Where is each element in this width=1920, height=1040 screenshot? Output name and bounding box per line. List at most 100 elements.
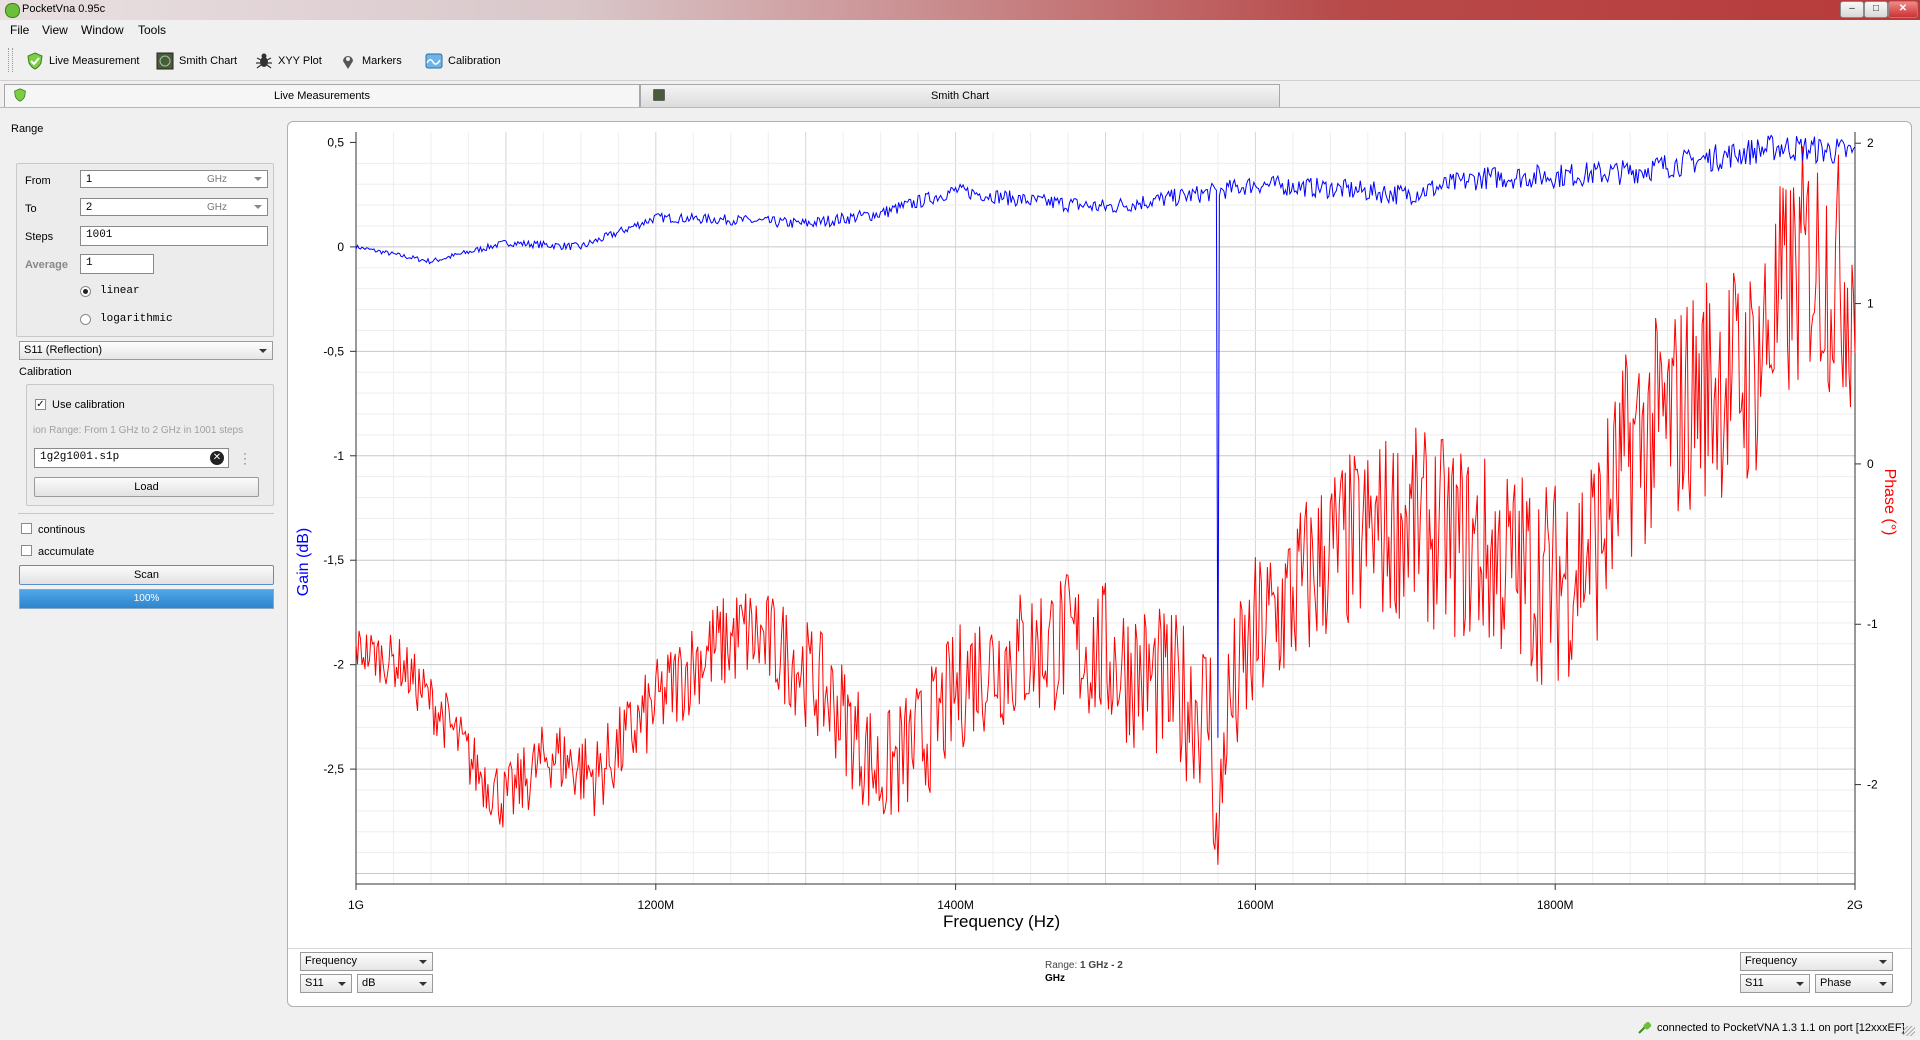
range-info: Range: 1 GHz - 2	[1045, 960, 1123, 971]
average-input[interactable]: 1	[80, 254, 154, 274]
left-unit-select[interactable]: dB	[357, 974, 433, 993]
range-info-value: 1 GHz - 2	[1080, 960, 1123, 971]
tab-divider	[0, 107, 1920, 108]
calibration-heading: Calibration	[19, 366, 72, 378]
chevron-down-icon	[1879, 982, 1887, 986]
resize-grip[interactable]	[1903, 1026, 1915, 1036]
accumulate-label: accumulate	[38, 546, 95, 558]
scan-progress-bar: 100%	[19, 589, 274, 609]
shield-check-icon	[27, 52, 43, 70]
live-measurement-label: Live Measurement	[49, 55, 140, 67]
scan-button[interactable]: Scan	[19, 565, 274, 585]
range-info-value-2: GHz	[1045, 973, 1065, 984]
live-measurement-button[interactable]: Live Measurement	[26, 50, 140, 72]
left-tick-label: -0,5	[323, 344, 344, 358]
chevron-down-icon	[419, 982, 427, 986]
right-tick-label: 2	[1867, 136, 1874, 150]
smith-chart-button[interactable]: Smith Chart	[156, 50, 237, 72]
progress-fill	[20, 590, 273, 608]
x-tick-label: 1600M	[1237, 898, 1274, 912]
calibration-file-input[interactable]: 1g2g1001.s1p	[34, 448, 229, 468]
menu-window[interactable]: Window	[81, 23, 124, 37]
smith-chart-icon	[653, 89, 665, 101]
right-param-select-value: S11	[1745, 977, 1764, 989]
linear-radio[interactable]	[80, 286, 91, 297]
calibration-icon	[425, 53, 443, 69]
use-calibration-label: Use calibration	[52, 399, 125, 411]
calibration-button[interactable]: Calibration	[425, 50, 501, 72]
chevron-down-icon[interactable]	[254, 177, 262, 181]
steps-label: Steps	[25, 231, 54, 243]
logarithmic-radio[interactable]	[80, 314, 91, 325]
maximize-button[interactable]: □	[1864, 1, 1888, 18]
xyy-plot-label: XYY Plot	[278, 55, 322, 67]
right-axis-label: Phase (°)	[1881, 469, 1898, 536]
progress-text: 100%	[133, 593, 160, 604]
right-tick-label: 1	[1867, 297, 1874, 311]
app-icon	[5, 3, 20, 18]
chevron-down-icon	[259, 349, 267, 353]
controls-divider	[288, 948, 1911, 949]
menu-tools[interactable]: Tools	[138, 23, 167, 37]
chevron-down-icon	[1879, 960, 1887, 964]
left-x-select[interactable]: Frequency	[300, 952, 433, 971]
tab-smith-chart[interactable]: Smith Chart	[640, 84, 1280, 108]
left-tick-label: 0,5	[327, 135, 344, 149]
continous-checkbox[interactable]	[21, 523, 32, 534]
left-param-select-value: S11	[305, 977, 324, 989]
steps-input[interactable]: 1001	[80, 226, 268, 246]
average-label: Average	[25, 259, 69, 271]
x-tick-label: 2G	[1847, 898, 1863, 912]
gain-phase-chart[interactable]: 0,5 0 -0,5 -1 -1,5 -2 -2,5 2 1 0 -1 -2 1G 1200M 1400…	[288, 122, 1911, 948]
linear-label: linear	[100, 285, 140, 297]
map-pin-icon	[343, 56, 353, 69]
left-unit-select-value: dB	[362, 977, 376, 989]
tab-live-measurements[interactable]: Live Measurements	[4, 84, 640, 107]
left-param-select[interactable]: S11	[300, 974, 352, 993]
accumulate-checkbox[interactable]	[21, 545, 32, 556]
tab-live-label: Live Measurements	[274, 90, 370, 102]
right-tick-label: -1	[1867, 617, 1878, 631]
load-button[interactable]: Load	[34, 477, 259, 497]
title-bar: PocketVna 0.95c – □ ✕	[0, 0, 1920, 20]
right-x-select[interactable]: Frequency	[1740, 952, 1893, 971]
clear-icon[interactable]: ✕	[210, 451, 224, 465]
chevron-down-icon[interactable]	[254, 205, 262, 209]
from-input[interactable]: 1 GHz	[80, 170, 268, 188]
more-options-icon[interactable]: · · ·	[243, 446, 247, 470]
range-info-label: Range:	[1045, 960, 1078, 971]
shield-check-icon	[14, 88, 26, 102]
x-tick-label: 1200M	[637, 898, 674, 912]
parameter-select-value: S11 (Reflection)	[24, 344, 103, 356]
close-button[interactable]: ✕	[1888, 1, 1918, 18]
minimize-button[interactable]: –	[1840, 1, 1864, 18]
right-unit-select-value: Phase	[1820, 977, 1852, 989]
toolbar-grip[interactable]	[8, 48, 13, 72]
plot-panel: 0,5 0 -0,5 -1 -1,5 -2 -2,5 2 1 0 -1 -2 1G 1200M 1400…	[287, 121, 1912, 1007]
to-input[interactable]: 2 GHz	[80, 198, 268, 216]
menu-file[interactable]: File	[10, 23, 30, 37]
markers-button[interactable]: Markers	[339, 50, 402, 72]
tab-smith-label: Smith Chart	[930, 90, 990, 102]
left-tick-label: -2	[333, 658, 344, 672]
x-tick-label: 1800M	[1537, 898, 1574, 912]
toolbar: Live Measurement Smith Chart XYY Plot Ma…	[0, 40, 1920, 81]
chevron-down-icon	[338, 982, 346, 986]
calibration-file-value: 1g2g1001.s1p	[40, 451, 120, 463]
chevron-down-icon	[1796, 982, 1804, 986]
use-calibration-checkbox[interactable]: ✓	[35, 399, 46, 410]
bug-icon	[256, 53, 272, 69]
xyy-plot-button[interactable]: XYY Plot	[255, 50, 322, 72]
x-axis-label: Frequency (Hz)	[943, 912, 1060, 931]
calibration-label: Calibration	[448, 55, 501, 67]
menu-view[interactable]: View	[42, 23, 68, 37]
left-axis: 0,5 0 -0,5 -1 -1,5 -2 -2,5	[323, 135, 356, 776]
markers-label: Markers	[362, 55, 402, 67]
status-text: connected to PocketVNA 1.3 1.1 on port […	[1657, 1022, 1905, 1034]
plug-icon	[1638, 1021, 1652, 1034]
right-unit-select[interactable]: Phase	[1815, 974, 1893, 993]
right-param-select[interactable]: S11	[1740, 974, 1810, 993]
left-x-select-value: Frequency	[305, 955, 357, 967]
parameter-select[interactable]: S11 (Reflection)	[19, 341, 273, 360]
logarithmic-label: logarithmic	[100, 313, 173, 325]
